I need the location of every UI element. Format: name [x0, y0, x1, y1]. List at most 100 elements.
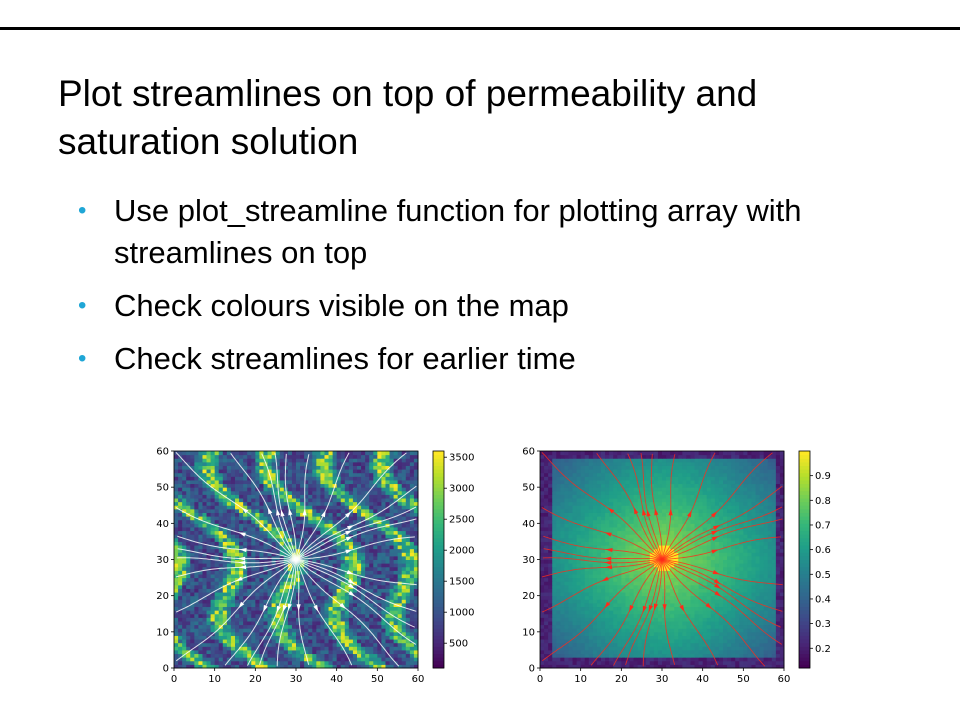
streamline-arrow: [633, 507, 639, 515]
y-tick-label: 20: [522, 591, 535, 602]
streamline: [661, 559, 783, 645]
colorbar: [432, 450, 445, 669]
streamline: [661, 536, 781, 560]
x-tick-label: 50: [737, 674, 750, 685]
x-tick-label: 10: [208, 674, 221, 685]
streamline-arrow: [648, 604, 653, 612]
colorbar-tick-label: 3500: [449, 453, 474, 464]
y-tick-label: 30: [156, 555, 169, 566]
streamline-arrow: [629, 604, 634, 612]
streamline-arrow: [607, 507, 615, 514]
colorbar-tick-label: 3000: [449, 484, 474, 495]
streamline-arrow: [604, 601, 611, 609]
streamline-arrow: [282, 604, 287, 612]
x-tick-label: 30: [656, 674, 669, 685]
streamline-arrow: [713, 578, 721, 585]
streamline: [295, 518, 417, 560]
streamline-arrow: [339, 602, 346, 609]
streamline: [543, 548, 663, 560]
streamline-arrow: [642, 605, 647, 613]
streamline-arrow: [347, 578, 355, 585]
y-tick-label: 30: [522, 555, 535, 566]
streamline-arrow: [712, 570, 720, 575]
streamline-arrow: [296, 604, 301, 612]
streamline: [276, 559, 297, 667]
y-tick-label: 10: [156, 627, 169, 638]
y-tick-label: 50: [156, 483, 169, 494]
streamline-arrow: [604, 556, 612, 561]
streamline-arrow: [605, 548, 613, 553]
streamline: [541, 507, 663, 560]
bullet-dot-icon: •: [78, 197, 87, 224]
colorbar-tick-label: 1000: [449, 608, 474, 619]
streamline-arrow: [345, 549, 353, 554]
x-tick-label: 30: [290, 674, 303, 685]
streamline: [661, 559, 783, 586]
streamline: [625, 559, 663, 666]
streamline-arrow: [711, 536, 719, 541]
y-tick-label: 60: [522, 447, 535, 458]
streamline-arrow: [679, 604, 685, 612]
streamline: [295, 559, 417, 645]
streamline-arrow: [714, 590, 722, 597]
streamline: [284, 453, 297, 560]
x-tick-label: 20: [615, 674, 628, 685]
streamline: [640, 453, 663, 560]
streamline: [627, 453, 663, 560]
streamline-arrow: [345, 536, 353, 541]
streamline-arrow: [653, 603, 658, 611]
y-tick-label: 40: [522, 519, 535, 530]
streamline-arrow: [313, 604, 319, 612]
streamline: [230, 453, 297, 560]
streamline-arrow: [711, 549, 719, 554]
x-tick-label: 10: [574, 674, 587, 685]
bullet-item: • Check colours visible on the map: [78, 285, 938, 327]
streamline-arrow: [263, 604, 268, 612]
bullet-list: • Use plot_streamline function for plott…: [78, 190, 938, 391]
bullet-text: Check streamlines for earlier time: [114, 341, 576, 376]
streamline: [295, 559, 415, 628]
streamline-arrow: [238, 556, 246, 561]
streamline: [259, 559, 297, 666]
streamline: [661, 506, 783, 560]
streamline: [175, 559, 297, 613]
streamline: [177, 535, 297, 560]
streamline: [295, 559, 353, 666]
streamline: [541, 559, 663, 613]
y-tick-label: 60: [156, 447, 169, 458]
streamline-arrow: [662, 604, 667, 612]
colorbar-tick-label: 0.2: [815, 644, 831, 655]
colorbar-tick-label: 0.4: [815, 594, 831, 605]
streamline: [661, 518, 783, 560]
streamline-arrow: [287, 603, 292, 611]
y-tick-label: 0: [529, 664, 535, 675]
streamline-arrow: [280, 509, 285, 517]
streamline: [274, 453, 297, 560]
streamline: [176, 557, 297, 564]
streamline: [295, 454, 310, 560]
streamline: [295, 559, 417, 612]
streamline: [661, 559, 783, 612]
colorbar-tick-label: 0.9: [815, 471, 831, 482]
colorbar-tick-label: 0.7: [815, 520, 831, 531]
streamlines: [175, 451, 417, 667]
bullet-text: Use plot_streamline function for plottin…: [114, 193, 802, 270]
streamline: [661, 452, 716, 560]
colorbar-tick-label: 0.3: [815, 619, 831, 630]
bullet-dot-icon: •: [78, 345, 87, 372]
streamline-arrow: [654, 508, 659, 516]
streamline-arrow: [321, 510, 326, 518]
streamline: [175, 451, 297, 560]
streamline-arrow: [239, 548, 247, 553]
streamlines: [541, 451, 783, 667]
streamline-arrow: [345, 511, 352, 518]
streamline: [224, 559, 297, 666]
streamline-arrow: [288, 508, 293, 516]
streamline: [175, 507, 297, 560]
streamline: [295, 506, 417, 560]
streamline: [542, 557, 663, 564]
x-tick-label: 60: [778, 674, 791, 685]
streamline-arrow: [605, 565, 613, 570]
streamline-arrow: [276, 605, 281, 613]
x-tick-label: 40: [696, 674, 709, 685]
